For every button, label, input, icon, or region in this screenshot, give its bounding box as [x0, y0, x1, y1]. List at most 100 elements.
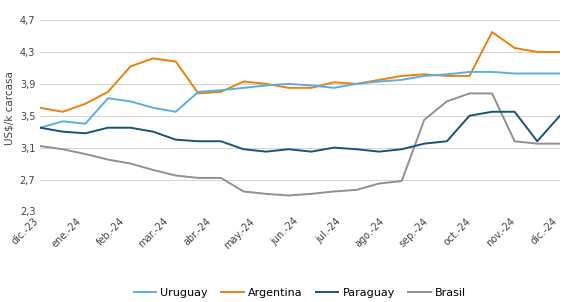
- Brasil: [240, 190, 247, 193]
- Argentina: [557, 50, 563, 54]
- Line: Argentina: Argentina: [40, 32, 560, 112]
- Y-axis label: US$/k carcasa: US$/k carcasa: [4, 71, 14, 145]
- Line: Brasil: Brasil: [40, 93, 560, 195]
- Argentina: [443, 74, 450, 78]
- Paraguay: [443, 140, 450, 143]
- Uruguay: [173, 110, 179, 114]
- Paraguay: [104, 126, 111, 130]
- Argentina: [37, 106, 43, 110]
- Brasil: [82, 152, 89, 156]
- Argentina: [398, 74, 405, 78]
- Argentina: [240, 80, 247, 83]
- Brasil: [285, 194, 292, 197]
- Paraguay: [59, 130, 66, 133]
- Paraguay: [511, 110, 518, 114]
- Argentina: [466, 74, 473, 78]
- Brasil: [511, 140, 518, 143]
- Uruguay: [308, 84, 315, 87]
- Uruguay: [263, 84, 270, 87]
- Paraguay: [398, 147, 405, 151]
- Paraguay: [263, 150, 270, 153]
- Brasil: [466, 92, 473, 95]
- Argentina: [59, 110, 66, 114]
- Brasil: [534, 142, 541, 146]
- Brasil: [331, 190, 337, 193]
- Legend: Uruguay, Argentina, Paraguay, Brasil: Uruguay, Argentina, Paraguay, Brasil: [129, 283, 471, 302]
- Brasil: [195, 176, 202, 180]
- Brasil: [173, 174, 179, 177]
- Argentina: [285, 86, 292, 90]
- Paraguay: [534, 140, 541, 143]
- Paraguay: [308, 150, 315, 153]
- Argentina: [353, 82, 360, 86]
- Brasil: [398, 179, 405, 183]
- Argentina: [534, 50, 541, 54]
- Uruguay: [398, 78, 405, 82]
- Paraguay: [127, 126, 134, 130]
- Brasil: [376, 182, 382, 185]
- Uruguay: [285, 82, 292, 86]
- Argentina: [127, 65, 134, 68]
- Uruguay: [195, 90, 202, 94]
- Uruguay: [557, 72, 563, 75]
- Uruguay: [240, 86, 247, 90]
- Argentina: [376, 78, 382, 82]
- Brasil: [104, 158, 111, 161]
- Argentina: [104, 90, 111, 94]
- Uruguay: [443, 72, 450, 76]
- Brasil: [127, 162, 134, 165]
- Argentina: [421, 72, 428, 76]
- Argentina: [195, 92, 202, 95]
- Paraguay: [37, 126, 43, 130]
- Uruguay: [376, 80, 382, 83]
- Argentina: [308, 86, 315, 90]
- Brasil: [218, 176, 224, 180]
- Brasil: [150, 168, 157, 172]
- Uruguay: [150, 106, 157, 110]
- Brasil: [488, 92, 495, 95]
- Paraguay: [488, 110, 495, 114]
- Paraguay: [376, 150, 382, 153]
- Paraguay: [240, 147, 247, 151]
- Uruguay: [59, 120, 66, 123]
- Uruguay: [127, 100, 134, 103]
- Paraguay: [466, 114, 473, 117]
- Paraguay: [421, 142, 428, 146]
- Brasil: [37, 144, 43, 148]
- Uruguay: [82, 122, 89, 126]
- Uruguay: [466, 70, 473, 74]
- Line: Uruguay: Uruguay: [40, 72, 560, 128]
- Brasil: [308, 192, 315, 196]
- Uruguay: [37, 126, 43, 130]
- Argentina: [511, 46, 518, 50]
- Brasil: [59, 147, 66, 151]
- Brasil: [263, 192, 270, 196]
- Paraguay: [285, 147, 292, 151]
- Argentina: [173, 60, 179, 63]
- Paraguay: [218, 140, 224, 143]
- Brasil: [443, 100, 450, 103]
- Argentina: [488, 30, 495, 34]
- Line: Paraguay: Paraguay: [40, 112, 560, 152]
- Paraguay: [82, 131, 89, 135]
- Brasil: [557, 142, 563, 146]
- Paraguay: [557, 114, 563, 117]
- Paraguay: [150, 130, 157, 133]
- Paraguay: [353, 147, 360, 151]
- Argentina: [82, 102, 89, 106]
- Paraguay: [195, 140, 202, 143]
- Uruguay: [421, 74, 428, 78]
- Uruguay: [488, 70, 495, 74]
- Uruguay: [511, 72, 518, 75]
- Argentina: [218, 90, 224, 94]
- Brasil: [421, 118, 428, 121]
- Uruguay: [331, 86, 337, 90]
- Argentina: [150, 56, 157, 60]
- Uruguay: [353, 82, 360, 86]
- Paraguay: [331, 146, 337, 149]
- Argentina: [263, 82, 270, 86]
- Argentina: [331, 80, 337, 84]
- Uruguay: [104, 96, 111, 100]
- Uruguay: [218, 88, 224, 92]
- Paraguay: [173, 138, 179, 141]
